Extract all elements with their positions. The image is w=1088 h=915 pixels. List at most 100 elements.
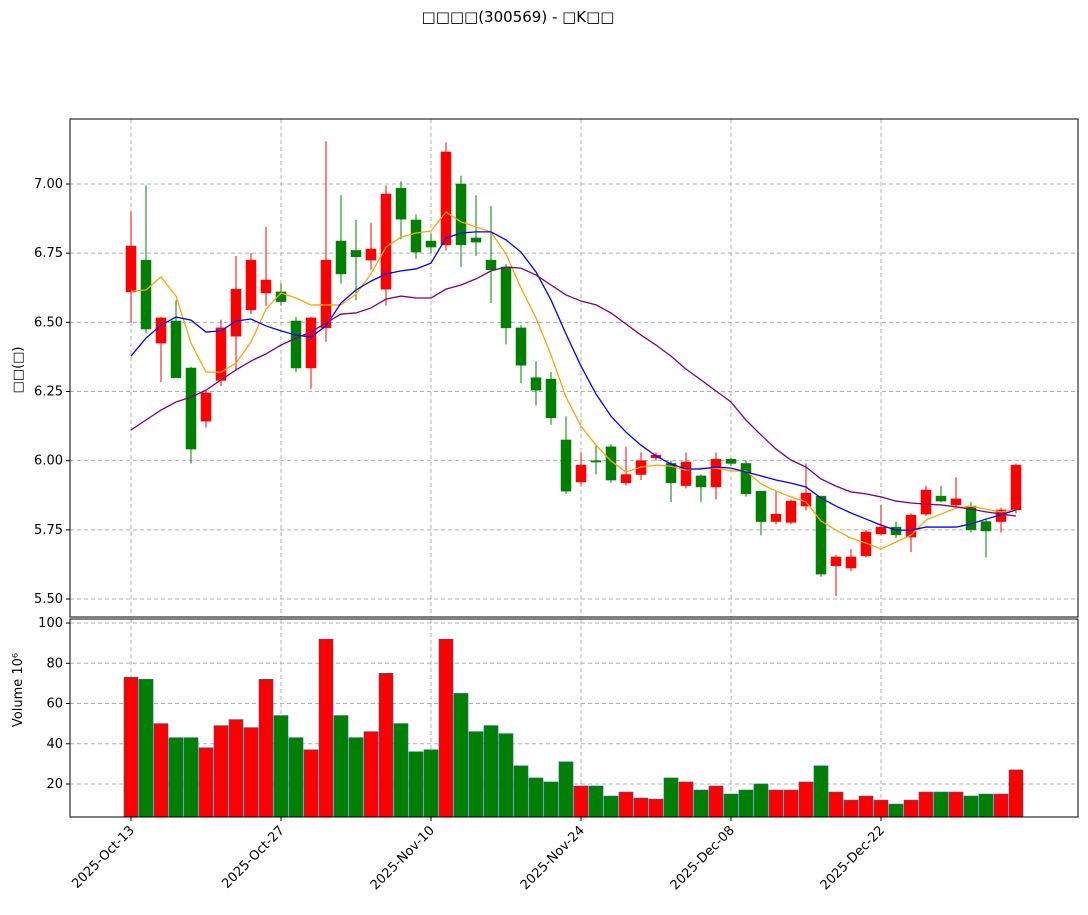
volume-bar — [138, 679, 154, 818]
volume-bar — [153, 723, 169, 818]
volume-bar — [378, 673, 394, 818]
volume-bar — [888, 803, 904, 818]
volume-bar — [783, 789, 799, 818]
volume-bar — [993, 793, 1009, 818]
candle-body — [875, 526, 887, 535]
candle-body — [890, 526, 902, 536]
moving-average-line — [130, 211, 1017, 550]
candle-body — [170, 320, 182, 378]
x-tick-label: 2025-Nov-24 — [518, 823, 588, 893]
candle-body — [845, 556, 857, 569]
volume-bar — [273, 715, 289, 818]
volume-bar — [183, 737, 199, 818]
y-tick-label: 100 — [38, 616, 63, 631]
volume-bar — [468, 731, 484, 818]
volume-bar — [618, 791, 634, 818]
candle-body — [740, 463, 752, 495]
volume-bar — [648, 798, 664, 818]
volume-bar — [753, 783, 769, 818]
y-tick-label: 40 — [46, 737, 63, 752]
volume-bar — [873, 799, 889, 818]
volume-bar — [333, 715, 349, 818]
volume-bar — [558, 761, 574, 818]
x-tick-label: 2025-Oct-13 — [69, 823, 137, 891]
candle-body — [830, 556, 842, 567]
candle-body — [230, 288, 242, 337]
candle-body — [950, 498, 962, 506]
candle-body — [350, 250, 362, 258]
candle-body — [530, 377, 542, 391]
volume-bar — [603, 795, 619, 818]
y-tick-label: 60 — [46, 697, 63, 712]
candle-body — [905, 514, 917, 538]
candle-body — [395, 187, 407, 220]
volume-bar — [978, 793, 994, 818]
candle-body — [545, 378, 557, 419]
candle-body — [755, 490, 767, 522]
candle-body — [515, 327, 527, 366]
volume-bar — [948, 791, 964, 818]
candle-body — [485, 259, 497, 271]
volume-bar — [933, 791, 949, 818]
candle-body — [935, 495, 947, 502]
candle-body — [815, 495, 827, 575]
candle-body — [620, 474, 632, 484]
volume-bar — [498, 733, 514, 818]
candle-body — [575, 464, 587, 483]
volume-bar — [513, 765, 529, 818]
candle-body — [140, 259, 152, 330]
candle-body — [785, 500, 797, 523]
moving-average-line — [130, 231, 1017, 531]
y-tick-label: 20 — [46, 777, 63, 792]
volume-bar — [423, 749, 439, 818]
candle-body — [425, 240, 437, 248]
volume-bar — [858, 795, 874, 818]
volume-bar — [123, 677, 139, 818]
candle-body — [560, 439, 572, 492]
volume-bar — [363, 731, 379, 818]
volume-bar — [678, 781, 694, 818]
volume-bar — [693, 789, 709, 818]
volume-bar — [198, 747, 214, 818]
volume-bar — [213, 725, 229, 818]
candle-body — [590, 460, 602, 463]
volume-axis-label: Volume 10⁶ — [11, 653, 26, 727]
y-tick-label: 80 — [46, 656, 63, 671]
volume-bar — [168, 737, 184, 818]
candle-body — [500, 266, 512, 329]
volume-bar — [708, 785, 724, 818]
candle-body — [980, 521, 992, 532]
candle-body — [770, 513, 782, 522]
candle-body — [710, 459, 722, 488]
y-tick-label: 5.50 — [34, 592, 63, 607]
candle-body — [200, 392, 212, 422]
x-tick-label: 2025-Oct-27 — [219, 823, 287, 891]
candle-body — [800, 492, 812, 507]
volume-bar — [903, 799, 919, 818]
volume-bar — [438, 638, 454, 818]
x-tick-label: 2025-Nov-10 — [368, 823, 438, 893]
volume-bar — [348, 737, 364, 818]
candle-body — [125, 245, 137, 293]
candle-body — [440, 151, 452, 246]
candle-body — [245, 259, 257, 311]
volume-bar — [528, 777, 544, 818]
y-axis-label: □□(□) — [11, 347, 26, 394]
candle-body — [320, 259, 332, 329]
y-tick-label: 5.75 — [34, 523, 63, 538]
volume-bar — [768, 789, 784, 818]
candle-body — [260, 279, 272, 294]
volume-bar — [738, 789, 754, 818]
candle-body — [1010, 464, 1022, 511]
chart-title: □□□□(300569) - □K□□ — [422, 8, 615, 26]
volume-bar — [843, 799, 859, 818]
volume-bar — [258, 679, 274, 818]
y-tick-label: 7.00 — [34, 177, 63, 192]
moving-average-line — [130, 266, 1017, 517]
volume-bar — [393, 723, 409, 818]
candle-body — [680, 461, 692, 486]
candle-body — [605, 446, 617, 481]
candle-body — [155, 317, 167, 344]
volume-bar — [228, 719, 244, 818]
